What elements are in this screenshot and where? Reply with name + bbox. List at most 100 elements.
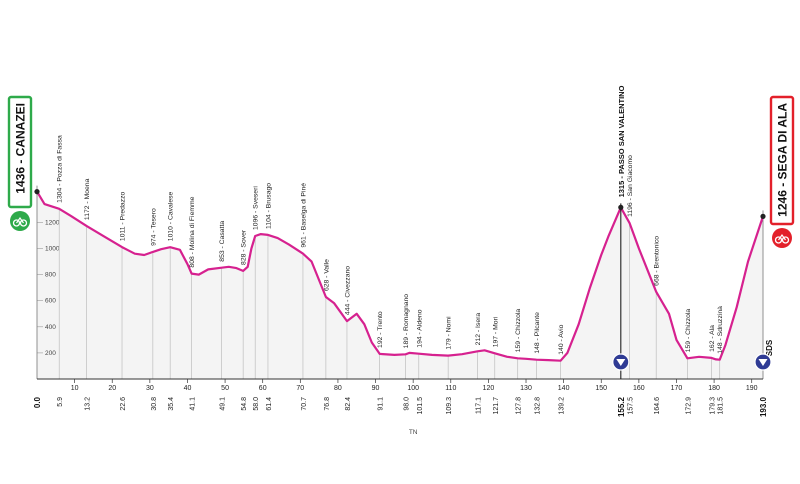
km-distance-label: 49.1 <box>220 397 227 411</box>
km-distance-label: 54.8 <box>241 397 248 411</box>
x-tick-label: 110 <box>445 385 456 392</box>
finish-title: 1246 - SEGA DI ALA <box>776 103 790 217</box>
waypoint-label: 194 - Aldeno <box>416 309 423 347</box>
waypoint-label: 808 - Molina di Fiemme <box>189 196 196 267</box>
waypoint-label: 1304 - Pozza di Fassa <box>57 135 64 203</box>
waypoint-label: 444 - Civezzano <box>344 266 351 315</box>
km-distance-label: 98.0 <box>404 397 411 411</box>
km-distance-label: 70.7 <box>301 397 308 411</box>
x-tick-label: 100 <box>407 385 419 392</box>
finish-icon <box>772 228 792 248</box>
km-distance-label: 164.6 <box>654 397 661 415</box>
km-distance-label: 109.3 <box>446 397 453 415</box>
km-distance-label: 117.1 <box>475 397 482 414</box>
x-tick-label: 20 <box>108 385 116 392</box>
km-distance-label: 181.5 <box>718 397 725 415</box>
waypoint-label: 197 - Mori <box>492 316 499 347</box>
finish-summit-dot <box>760 213 766 219</box>
x-tick-label: 180 <box>708 385 720 392</box>
y-tick-label: 1200 <box>45 219 60 226</box>
km-distance-label: 13.2 <box>85 397 92 411</box>
waypoint-label: 189 - Romagnano <box>403 294 410 349</box>
x-tick-label: 160 <box>633 385 645 392</box>
y-tick-label: 600 <box>45 298 56 305</box>
finish-icon-frame <box>778 233 786 241</box>
km-distance-label: 139.2 <box>559 397 566 415</box>
km-distance-label: 30.8 <box>151 397 158 411</box>
x-tick-label: 70 <box>296 385 304 392</box>
start-icon-frame <box>16 216 24 224</box>
x-tick-label: 50 <box>221 385 229 392</box>
kom-marker-icon <box>754 353 772 371</box>
km-distance-label: 82.4 <box>345 397 352 411</box>
km-distance-label: 155.2 <box>617 396 626 417</box>
start-summit-dot <box>34 189 40 195</box>
waypoint-label: 668 - Brentonico <box>654 236 661 286</box>
waypoint-label: 159 - Chizzola <box>515 309 522 353</box>
waypoint-label: 628 - Valle <box>323 259 330 291</box>
waypoint-label: 162 - Ala <box>709 325 716 352</box>
y-tick-label: 200 <box>45 350 56 357</box>
km-distance-label: 172.9 <box>685 397 692 415</box>
waypoint-label: 192 - Trento <box>377 311 384 348</box>
km-distance-label: 35.4 <box>168 397 175 411</box>
km-distance-label: 22.6 <box>120 397 127 411</box>
kom-marker-triangle <box>758 359 768 366</box>
start-title: 1436 - CANAZEI <box>14 103 28 194</box>
waypoint-label: 1172 - Moena <box>84 178 91 220</box>
province-label: TN <box>409 429 418 436</box>
waypoint-label: 1010 - Cavalese <box>168 191 175 241</box>
finish-box: 1246 - SEGA DI ALA <box>769 95 795 248</box>
waypoint-label: 159 - Chizzola <box>685 309 692 353</box>
waypoint-label: 1196 - San Giacomo <box>627 155 634 217</box>
start-icon <box>10 211 30 231</box>
profile-area-fill <box>37 191 763 379</box>
finish-icon-wheel-b <box>781 236 790 244</box>
waypoint-label: 1096 - Sveseri <box>253 186 260 230</box>
waypoint-label: 1104 - Brusago <box>265 183 272 229</box>
waypoint-label: 212 - Isera <box>475 313 482 346</box>
km-distance-label: 58.0 <box>253 397 260 411</box>
waypoint-label: 1011 - Predazzo <box>120 191 127 241</box>
x-tick-label: 120 <box>483 385 495 392</box>
kom-marker-triangle <box>616 359 626 366</box>
km-distance-label: 132.8 <box>535 397 542 415</box>
km-distance-label: 91.1 <box>378 397 385 411</box>
start-box: 1436 - CANAZEI <box>7 95 33 231</box>
finish-frame <box>769 95 795 226</box>
waypoint-label: 179 - Nomi <box>446 316 453 350</box>
x-tick-label: 40 <box>184 385 192 392</box>
start-frame <box>7 95 33 209</box>
x-tick-label: 10 <box>71 385 79 392</box>
km-distance-label: 76.8 <box>324 397 331 411</box>
km-distance-label: 127.8 <box>516 397 523 415</box>
x-tick-label: 60 <box>259 385 267 392</box>
waypoint-label: 853 - Casatta <box>219 221 226 262</box>
y-tick-label: 800 <box>45 272 56 279</box>
km-distance-label: 5.9 <box>57 397 64 407</box>
y-tick-label: 1000 <box>45 246 60 253</box>
kom-summit-dot <box>618 204 624 210</box>
km-distance-label: 157.5 <box>627 397 634 415</box>
waypoint-label: 974 - Tesero <box>150 208 157 246</box>
start-icon-wheel-a <box>12 219 21 227</box>
waypoint-label: 148 - Pilcante <box>534 312 541 354</box>
x-tick-label: 190 <box>746 385 758 392</box>
x-tick-label: 80 <box>334 385 342 392</box>
km-distance-label: 61.4 <box>266 397 273 411</box>
x-tick-label: 90 <box>372 385 380 392</box>
x-tick-label: 140 <box>558 385 570 392</box>
waypoint-label: 140 - Avio <box>558 324 565 354</box>
kom-pass-label: 1315 - PASSO SAN VALENTINO <box>617 85 626 197</box>
profile-line <box>36 191 765 362</box>
x-tick-label: 30 <box>146 385 154 392</box>
waypoint-label: 148 - Sdruzzinà <box>717 306 724 354</box>
y-tick-label: 400 <box>45 324 56 331</box>
x-tick-label: 150 <box>595 385 607 392</box>
finish-icon-wheel-a <box>774 236 783 244</box>
km-distance-label: 0.0 <box>33 396 42 408</box>
km-distance-label: 193.0 <box>759 396 768 417</box>
x-tick-label: 170 <box>671 385 683 392</box>
